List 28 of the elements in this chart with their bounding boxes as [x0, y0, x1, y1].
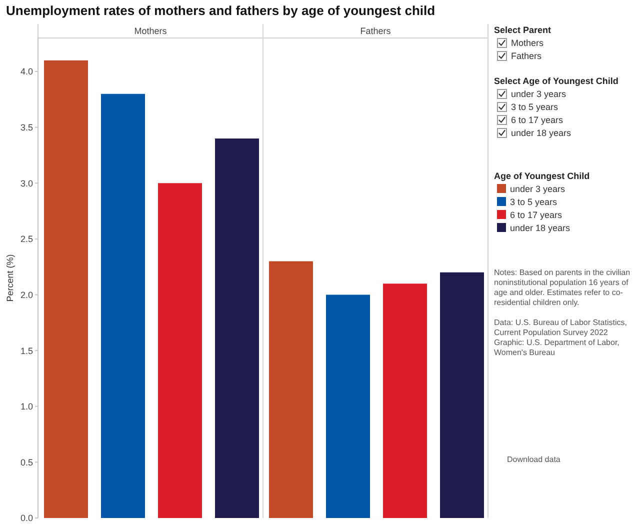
y-tick-label: 2.0: [20, 290, 33, 300]
y-tick-label: 0.0: [20, 513, 33, 524]
y-tick-label: 3.5: [20, 122, 33, 132]
text: 3 to 5 years: [511, 102, 558, 112]
y-tick-label: 1.5: [20, 346, 33, 356]
y-axis-title: Percent (%): [5, 254, 15, 302]
legend-label: under 18 years: [510, 222, 570, 232]
text: Graphic: U.S. Department of Labor, Women's Bureau: [494, 338, 620, 357]
text: Download data: [507, 455, 560, 464]
legend-label: under 3 years: [510, 184, 566, 194]
y-tick-label: 0.5: [20, 457, 33, 468]
y-tick-label: 1.0: [20, 402, 33, 412]
chart-title: Unemployment rates of mothers and fathers by age of youngest child: [6, 3, 436, 18]
text: Select Parent: [494, 25, 552, 35]
y-tick-label: 2.5: [20, 234, 33, 244]
legend-label: 6 to 17 years: [510, 210, 562, 220]
category-label: Mothers: [511, 38, 544, 48]
y-tick-label: 4.0: [20, 66, 33, 77]
text: Notes: Based on parents in the civilian noninstitutional population 16 years of age and older. Estimates refer to co-residential children only.: [494, 268, 630, 307]
text: under 18 years: [511, 128, 572, 138]
text: Select Age of Youngest Child: [494, 76, 618, 86]
category-label: Fathers: [511, 50, 542, 60]
y-tick-label: 3.0: [20, 178, 33, 188]
legend-label: 3 to 5 years: [510, 196, 558, 206]
text: 6 to 17 years: [511, 114, 564, 124]
text: under 3 years: [511, 88, 566, 98]
legend-title: Age of Youngest Child: [494, 171, 590, 181]
text: Data: U.S. Bureau of Labor Statistics, Current Population Survey 2022: [494, 318, 627, 337]
